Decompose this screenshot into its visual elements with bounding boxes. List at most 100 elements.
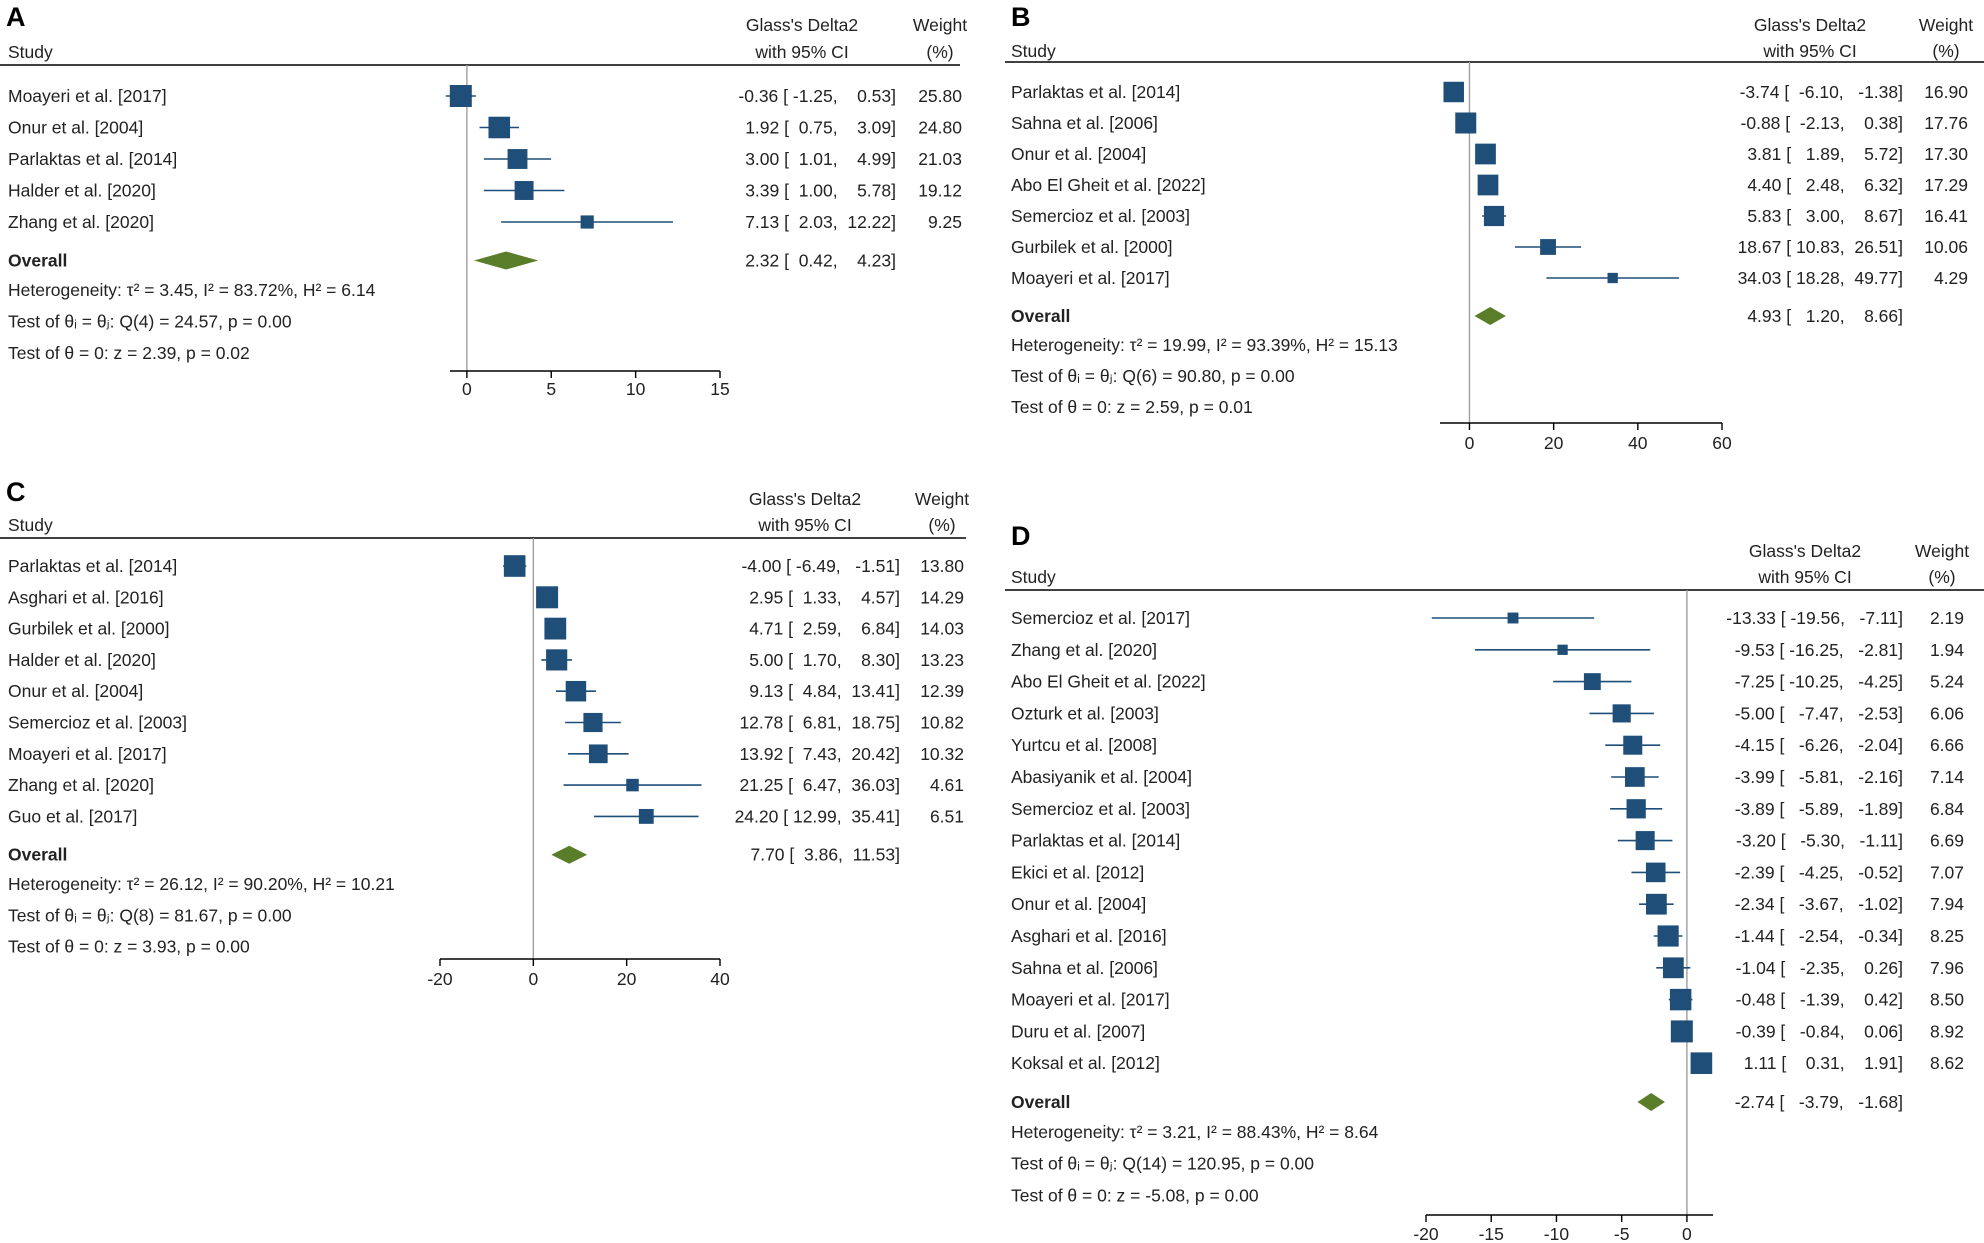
effect-marker [1626,799,1646,819]
effect-ci-text: 12.78 [ 6.81, 18.75] [739,713,900,733]
x-tick-label: 20 [617,969,637,989]
effect-marker [638,808,654,824]
study-name: Onur et al. [2004] [8,118,143,138]
effect-ci-text: -0.39 [ -0.84, 0.06] [1736,1021,1903,1041]
effect-ci-text: -0.88 [ -2.13, 0.38] [1741,113,1903,133]
study-row: Onur et al. [2004] 9.13 [ 4.84, 13.41] 12.… [8,680,964,702]
study-row: Semercioz et al. [2003] 12.78 [ 6.81, 18.… [8,713,964,733]
study-row: Yurtcu et al. [2008] -4.15 [ -6.26, -2.04… [1011,735,1964,755]
effect-marker [449,85,472,107]
effect-marker [626,778,639,792]
overall-ci-text: 4.93 [ 1.20, 8.66] [1747,306,1903,326]
overall-label: Overall [1011,306,1070,326]
study-name: Asghari et al. [2016] [1011,926,1167,946]
study-row: Zhang et al. [2020] -9.53 [ -16.25, -2.81… [1011,640,1964,660]
x-tick-label: 0 [1682,1224,1692,1243]
study-row: Parlaktas et al. [2014] 3.00 [ 1.01, 4.99… [8,149,962,169]
theta-test-text: Test of θ = 0: z = 3.93, p = 0.00 [8,937,250,957]
effect-header-line2: with 95% CI [754,42,848,62]
effect-ci-text: -3.99 [ -5.81, -2.16] [1735,767,1903,787]
weight-header-line2: (%) [926,42,953,62]
study-name: Guo et al. [2017] [8,806,137,826]
study-row: Gurbilek et al. [2000] 4.71 [ 2.59, 6.84]… [8,617,964,640]
effect-ci-text: 21.25 [ 6.47, 36.03] [739,775,900,795]
effect-marker [1583,673,1601,691]
weight-text: 25.80 [918,86,962,106]
x-tick-label: -20 [1413,1224,1439,1243]
overall-diamond [1474,307,1506,325]
effect-marker [1669,988,1692,1011]
effect-marker [1625,767,1645,787]
weight-header-line1: Weight [915,489,969,509]
effect-ci-text: 1.92 [ 0.75, 3.09] [745,118,896,138]
overall-ci-text: -2.74 [ -3.79, -1.68] [1735,1092,1903,1112]
x-tick-label: -5 [1614,1224,1630,1243]
effect-marker [1646,893,1667,915]
effect-marker [503,555,526,577]
study-row: Ozturk et al. [2003] -5.00 [ -7.47, -2.53… [1011,703,1964,723]
study-name: Abo El Gheit et al. [2022] [1011,672,1206,692]
effect-marker [583,712,603,733]
effect-ci-text: -7.25 [ -10.25, -4.25] [1735,672,1903,692]
study-row: Semercioz et al. [2017] -13.33 [ -19.56, … [1011,608,1964,628]
x-tick-label: 40 [1628,433,1648,453]
study-row: Halder et al. [2020] 3.39 [ 1.00, 5.78] 19… [8,181,962,201]
study-row: Parlaktas et al. [2014] -4.00 [ -6.49, -1… [8,555,964,577]
effect-ci-text: 1.11 [ 0.31, 1.91] [1744,1053,1903,1073]
weight-text: 9.25 [928,212,962,232]
heterogeneity-text: Heterogeneity: τ² = 19.99, I² = 93.39%, … [1011,335,1398,355]
study-name: Moayeri et al. [2017] [8,86,167,106]
weight-header-line2: (%) [1928,567,1955,587]
study-row: Sahna et al. [2006] -1.04 [ -2.35, 0.26] 7… [1011,957,1964,979]
weight-text: 7.94 [1930,894,1964,914]
effect-marker [1557,644,1568,655]
study-name: Sahna et al. [2006] [1011,113,1158,133]
effect-marker [1477,174,1499,196]
x-tick-label: 20 [1544,433,1564,453]
effect-marker [1507,612,1519,624]
effect-marker [1635,831,1655,851]
weight-text: 14.03 [920,619,964,639]
x-tick-label: 0 [1465,433,1475,453]
effect-ci-text: 13.92 [ 7.43, 20.42] [739,744,900,764]
weight-text: 7.96 [1930,958,1964,978]
study-name: Yurtcu et al. [2008] [1011,735,1157,755]
weight-text: 7.07 [1930,862,1964,882]
weight-text: 24.80 [918,118,962,138]
study-name: Moayeri et al. [2017] [1011,268,1170,288]
heterogeneity-text: Heterogeneity: τ² = 26.12, I² = 90.20%, … [8,874,395,894]
study-name: Parlaktas et al. [2014] [1011,831,1180,851]
effect-ci-text: -4.00 [ -6.49, -1.51] [741,556,900,576]
effect-header-line1: Glass's Delta2 [1754,15,1866,35]
weight-text: 17.29 [1924,175,1968,195]
study-row: Abasiyanik et al. [2004] -3.99 [ -5.81, -… [1011,767,1964,787]
effect-marker [514,181,534,200]
study-row: Halder et al. [2020] 5.00 [ 1.70, 8.30] 13… [8,649,964,671]
study-name: Ozturk et al. [2003] [1011,703,1159,723]
overall-label: Overall [8,845,67,865]
panel-c: C Glass's Delta2 with 95% CI Weight (%) Study… [0,477,969,989]
x-tick-label: 0 [462,379,472,399]
study-name: Ekici et al. [2012] [1011,862,1144,882]
effect-marker [1670,1020,1693,1043]
panel-a: A Glass's Delta2 with 95% CI Weight (%) Study… [0,2,967,399]
weight-text: 6.06 [1930,703,1964,723]
study-name: Koksal et al. [2012] [1011,1053,1160,1073]
effect-marker [1483,205,1505,227]
weight-text: 1.94 [1930,640,1964,660]
homogeneity-test-text: Test of θᵢ = θⱼ: Q(6) = 90.80, p = 0.00 [1011,366,1295,386]
x-tick-label: 10 [626,379,646,399]
theta-test-text: Test of θ = 0: z = 2.39, p = 0.02 [8,343,250,363]
study-name: Asghari et al. [2016] [8,587,164,607]
panel-letter: B [1011,2,1031,32]
effect-ci-text: 2.95 [ 1.33, 4.57] [749,587,900,607]
weight-header-line1: Weight [1919,15,1973,35]
study-name: Parlaktas et al. [2014] [1011,82,1180,102]
study-row: Ekici et al. [2012] -2.39 [ -4.25, -0.52]… [1011,862,1964,882]
effect-marker [546,649,568,671]
effect-marker [588,744,608,764]
study-header: Study [1011,567,1056,587]
weight-text: 8.50 [1930,990,1964,1010]
weight-text: 16.41 [1924,206,1968,226]
